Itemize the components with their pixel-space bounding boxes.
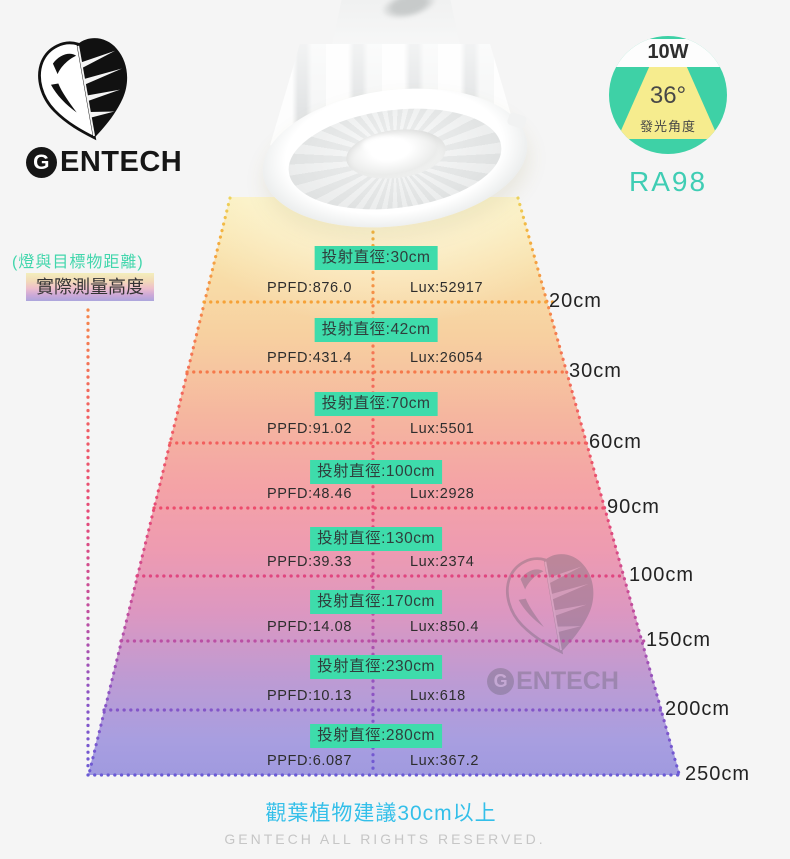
bulb-lens-highlight: [362, 136, 408, 154]
beam-angle-label: 發光角度: [639, 119, 696, 134]
distance-note: (燈與目標物距離): [12, 254, 144, 271]
measured-height-label: 實際測量高度: [26, 273, 154, 301]
row-ppfd: PPFD:6.087: [267, 753, 352, 769]
row-diameter-chip: 投射直徑:170cm: [310, 590, 442, 614]
row-diameter-chip: 投射直徑:42cm: [314, 318, 438, 342]
row-lux: Lux:850.4: [410, 619, 480, 635]
row-lux: Lux:2928: [410, 486, 475, 502]
row-ppfd: PPFD:431.4: [267, 350, 352, 366]
badge-white-cap: [609, 39, 727, 67]
led-bulb-image: [254, 0, 536, 242]
row-ppfd: PPFD:14.08: [267, 619, 352, 635]
row-ppfd: PPFD:10.13: [267, 688, 352, 704]
beam-angle-value: 36°: [649, 82, 687, 109]
row-diameter-chip: 投射直徑:230cm: [310, 655, 442, 679]
row-distance-label: 90cm: [607, 496, 660, 518]
row-distance-label: 150cm: [646, 629, 712, 651]
row-lux: Lux:5501: [410, 421, 475, 437]
brand-logo-text: G ENTECH: [26, 146, 182, 179]
row-ppfd: PPFD:876.0: [267, 280, 352, 296]
row-diameter-chip: 投射直徑:70cm: [314, 392, 438, 416]
brand-logo-rest: ENTECH: [60, 146, 183, 178]
row-lux: Lux:52917: [410, 280, 484, 296]
cri-label: RA98: [628, 166, 708, 197]
row-distance-label: 200cm: [665, 698, 731, 720]
row-diameter-chip: 投射直徑:100cm: [310, 460, 442, 484]
plant-advice-text: 觀葉植物建議30cm以上: [265, 802, 497, 825]
row-ppfd: PPFD:39.33: [267, 554, 352, 570]
row-lux: Lux:26054: [410, 350, 484, 366]
wattage-label: 10W: [647, 41, 689, 63]
row-ppfd: PPFD:48.46: [267, 486, 352, 502]
row-distance-label: 100cm: [629, 564, 695, 586]
watermark-g-icon: G: [487, 668, 515, 695]
row-lux: Lux:618: [410, 688, 466, 704]
row-lux: Lux:2374: [410, 554, 475, 570]
row-diameter-chip: 投射直徑:280cm: [310, 724, 442, 748]
row-distance-label: 60cm: [589, 431, 642, 453]
beam-angle-badge: 10W 36° 發光角度: [609, 36, 727, 154]
row-distance-label: 250cm: [685, 763, 751, 785]
row-distance-label: 30cm: [569, 360, 622, 382]
row-diameter-chip: 投射直徑:30cm: [314, 246, 438, 270]
row-diameter-chip: 投射直徑:130cm: [310, 527, 442, 551]
row-distance-label: 20cm: [549, 290, 602, 312]
monstera-leaf-logo-icon: [38, 38, 128, 141]
spec-badge: 10W 36° 發光角度 RA98: [604, 36, 732, 198]
row-lux: Lux:367.2: [410, 753, 480, 769]
copyright-text: GENTECH ALL RIGHTS RESERVED.: [224, 831, 546, 847]
row-ppfd: PPFD:91.02: [267, 421, 352, 437]
brand-g-icon: G: [26, 147, 57, 178]
